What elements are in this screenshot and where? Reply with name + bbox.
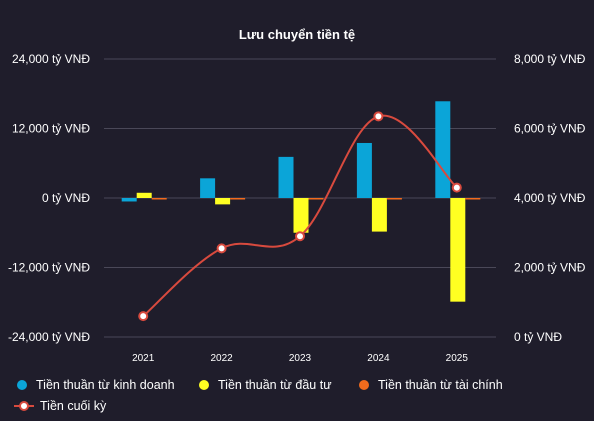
line-point — [295, 231, 305, 242]
bar-series-0 — [278, 156, 294, 198]
legend-label-series-3: Tiền cuối kỳ — [40, 399, 107, 413]
bar-series-2 — [308, 198, 324, 200]
right-axis-tick-label: 0 tỷ VNĐ — [514, 330, 562, 344]
bar-series-0 — [200, 178, 216, 198]
legend-label-series-2: Tiền thuần từ tài chính — [378, 378, 503, 392]
right-axis-tick-label: 8,000 tỷ VNĐ — [514, 52, 586, 66]
x-axis-tick-label: 2023 — [289, 353, 312, 364]
x-axis-tick-label: 2021 — [132, 353, 155, 364]
bar-series-0 — [121, 198, 137, 202]
line-point — [138, 311, 149, 322]
bar-series-1 — [293, 198, 309, 233]
bar-series-1 — [371, 198, 387, 232]
left-axis-tick-label: 24,000 tỷ VNĐ — [12, 52, 90, 66]
bar-series-2 — [465, 198, 481, 200]
legend-swatch-series-1 — [199, 380, 209, 390]
bar-series-0 — [356, 142, 372, 198]
legend-item-series-2[interactable]: Tiền thuần từ tài chính — [359, 378, 503, 392]
right-axis-tick-label: 2,000 tỷ VNĐ — [514, 261, 586, 275]
line-point — [216, 243, 227, 254]
x-axis-tick-label: 2022 — [210, 353, 233, 364]
chart-title: Lưu chuyển tiền tệ — [239, 27, 355, 42]
legend-item-series-3[interactable]: Tiền cuối kỳ — [14, 399, 106, 413]
right-axis-tick-label: 4,000 tỷ VNĐ — [514, 191, 586, 205]
legend-swatch-series-2 — [359, 380, 369, 390]
left-axis-tick-label: 0 tỷ VNĐ — [42, 191, 90, 205]
x-axis-tick-label: 2024 — [367, 353, 390, 364]
left-axis-tick-label: -24,000 tỷ VNĐ — [8, 330, 90, 344]
bar-series-1 — [450, 198, 466, 302]
bar-series-0 — [435, 101, 451, 198]
legend-swatch-series-0 — [17, 380, 27, 390]
bar-series-1 — [215, 198, 231, 205]
bar-series-1 — [136, 192, 152, 198]
legend-item-series-0[interactable]: Tiền thuần từ kinh doanh — [17, 378, 175, 392]
x-axis-tick-label: 2025 — [446, 353, 469, 364]
legend-label-series-0: Tiền thuần từ kinh doanh — [36, 378, 175, 392]
bar-series-2 — [386, 198, 402, 200]
bar-series-2 — [151, 198, 167, 200]
legend-label-series-1: Tiền thuần từ đầu tư — [218, 378, 332, 392]
right-axis-tick-label: 6,000 tỷ VNĐ — [514, 122, 586, 136]
line-point — [373, 111, 384, 122]
bar-series-2 — [230, 198, 246, 200]
legend-item-series-1[interactable]: Tiền thuần từ đầu tư — [199, 378, 332, 392]
left-axis-tick-label: 12,000 tỷ VNĐ — [12, 122, 90, 136]
left-axis-tick-label: -12,000 tỷ VNĐ — [8, 261, 90, 275]
line-point — [451, 182, 462, 193]
legend-swatch-series-3 — [14, 401, 34, 411]
